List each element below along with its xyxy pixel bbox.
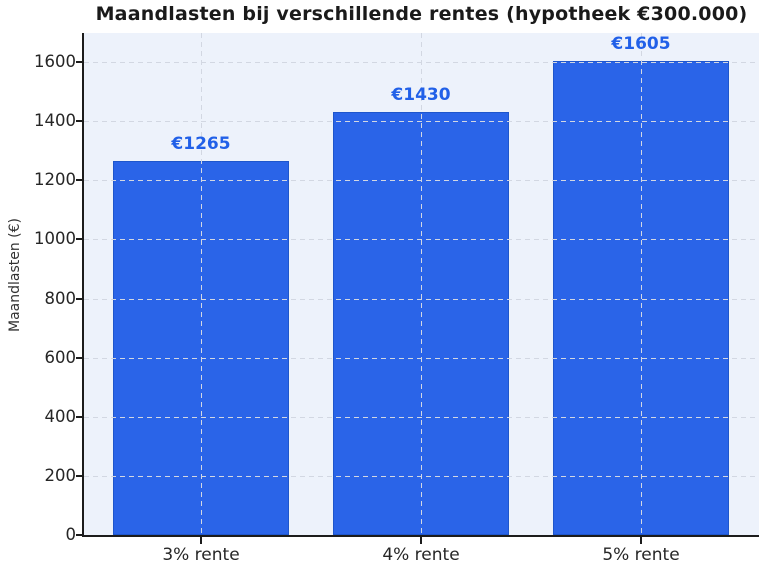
bar-value-label: €1605 — [611, 33, 671, 54]
vertical-gridline — [201, 33, 202, 535]
y-tick-mark — [76, 356, 84, 359]
vertical-gridline — [421, 33, 422, 535]
chart-title: Maandlasten bij verschillende rentes (hy… — [95, 3, 748, 25]
x-tick-label: 4% rente — [382, 545, 460, 565]
y-tick-label: 1000 — [34, 229, 76, 249]
vertical-gridline — [641, 33, 642, 535]
bar-value-label: €1430 — [391, 85, 451, 106]
horizontal-gridline — [84, 475, 759, 477]
horizontal-gridline — [84, 416, 759, 418]
y-tick-label: 0 — [65, 525, 77, 544]
y-tick-mark — [76, 297, 84, 300]
y-tick-mark — [76, 120, 84, 123]
x-tick-mark — [640, 537, 642, 544]
y-tick-mark — [76, 474, 84, 477]
y-tick-label: 600 — [44, 347, 77, 367]
y-tick-mark — [76, 61, 84, 63]
y-tick-mark — [76, 534, 84, 536]
x-tick-mark — [200, 537, 202, 544]
y-tick-label: 800 — [44, 288, 77, 308]
horizontal-gridline — [84, 62, 759, 63]
y-tick-label: 1200 — [34, 170, 76, 190]
y-tick-label: 1600 — [34, 52, 76, 71]
x-tick-label: 3% rente — [162, 545, 240, 565]
horizontal-gridline — [84, 121, 759, 123]
x-axis-spine — [82, 535, 759, 537]
x-tick-label: 5% rente — [602, 545, 680, 565]
x-tick-mark — [420, 537, 422, 544]
y-axis-spine — [82, 33, 84, 537]
horizontal-gridline — [84, 357, 759, 359]
y-tick-label: 200 — [44, 465, 77, 485]
y-tick-mark — [76, 238, 84, 241]
y-tick-mark — [76, 179, 84, 182]
horizontal-gridline — [84, 298, 759, 300]
y-tick-mark — [76, 415, 84, 418]
bar-value-label: €1265 — [171, 134, 231, 155]
y-tick-label: 400 — [44, 406, 77, 426]
y-tick-label: 1400 — [34, 111, 76, 131]
horizontal-gridline — [84, 180, 759, 182]
horizontal-gridline — [84, 239, 759, 241]
